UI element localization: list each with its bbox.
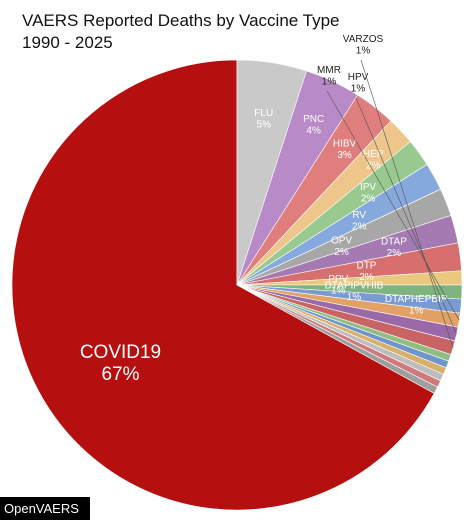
slice-label-pnc: PNC 4%	[303, 114, 324, 137]
slice-label-dtapipvhib: DTAPIPVHIB 1%	[325, 281, 384, 304]
source-watermark: OpenVAERS	[0, 497, 90, 520]
chart-subtitle: 1990 - 2025	[22, 33, 113, 52]
slice-label-covid19: COVID19 67%	[80, 342, 161, 385]
slice-label-hibv: HIBV 3%	[333, 138, 357, 161]
pie-slice-other-21	[236, 284, 438, 394]
slice-label-opv: OPV 2%	[331, 236, 352, 259]
slice-label-dtap: DTAP 2%	[381, 237, 407, 259]
slice-label-varzos: VARZOS 1%	[343, 34, 384, 57]
slice-label-flu: FLU 5%	[254, 108, 273, 130]
leader-line-hpv	[355, 97, 457, 335]
slice-label-dtp: DTP 2%	[356, 261, 376, 284]
slice-label-mmr: MMR 1%	[317, 65, 341, 88]
leader-line-varzos	[360, 59, 454, 348]
slice-label-dtaphepbip: DTAPHEPBIP 1%	[385, 294, 448, 317]
pie-slice-covid19	[11, 59, 435, 511]
chart-title: VAERS Reported Deaths by Vaccine Type	[22, 11, 340, 30]
slice-label-ppv: PPV 1%	[328, 274, 348, 297]
slice-label-ipv: IPV 2%	[360, 182, 376, 205]
slice-label-hpv: HPV 1%	[348, 72, 369, 95]
slice-label-rv: RV 2%	[352, 210, 367, 233]
slice-label-hep: HEP 2%	[363, 149, 384, 172]
chart-title-block: VAERS Reported Deaths by Vaccine Type 19…	[22, 10, 340, 54]
leader-line-mmr	[326, 90, 460, 321]
